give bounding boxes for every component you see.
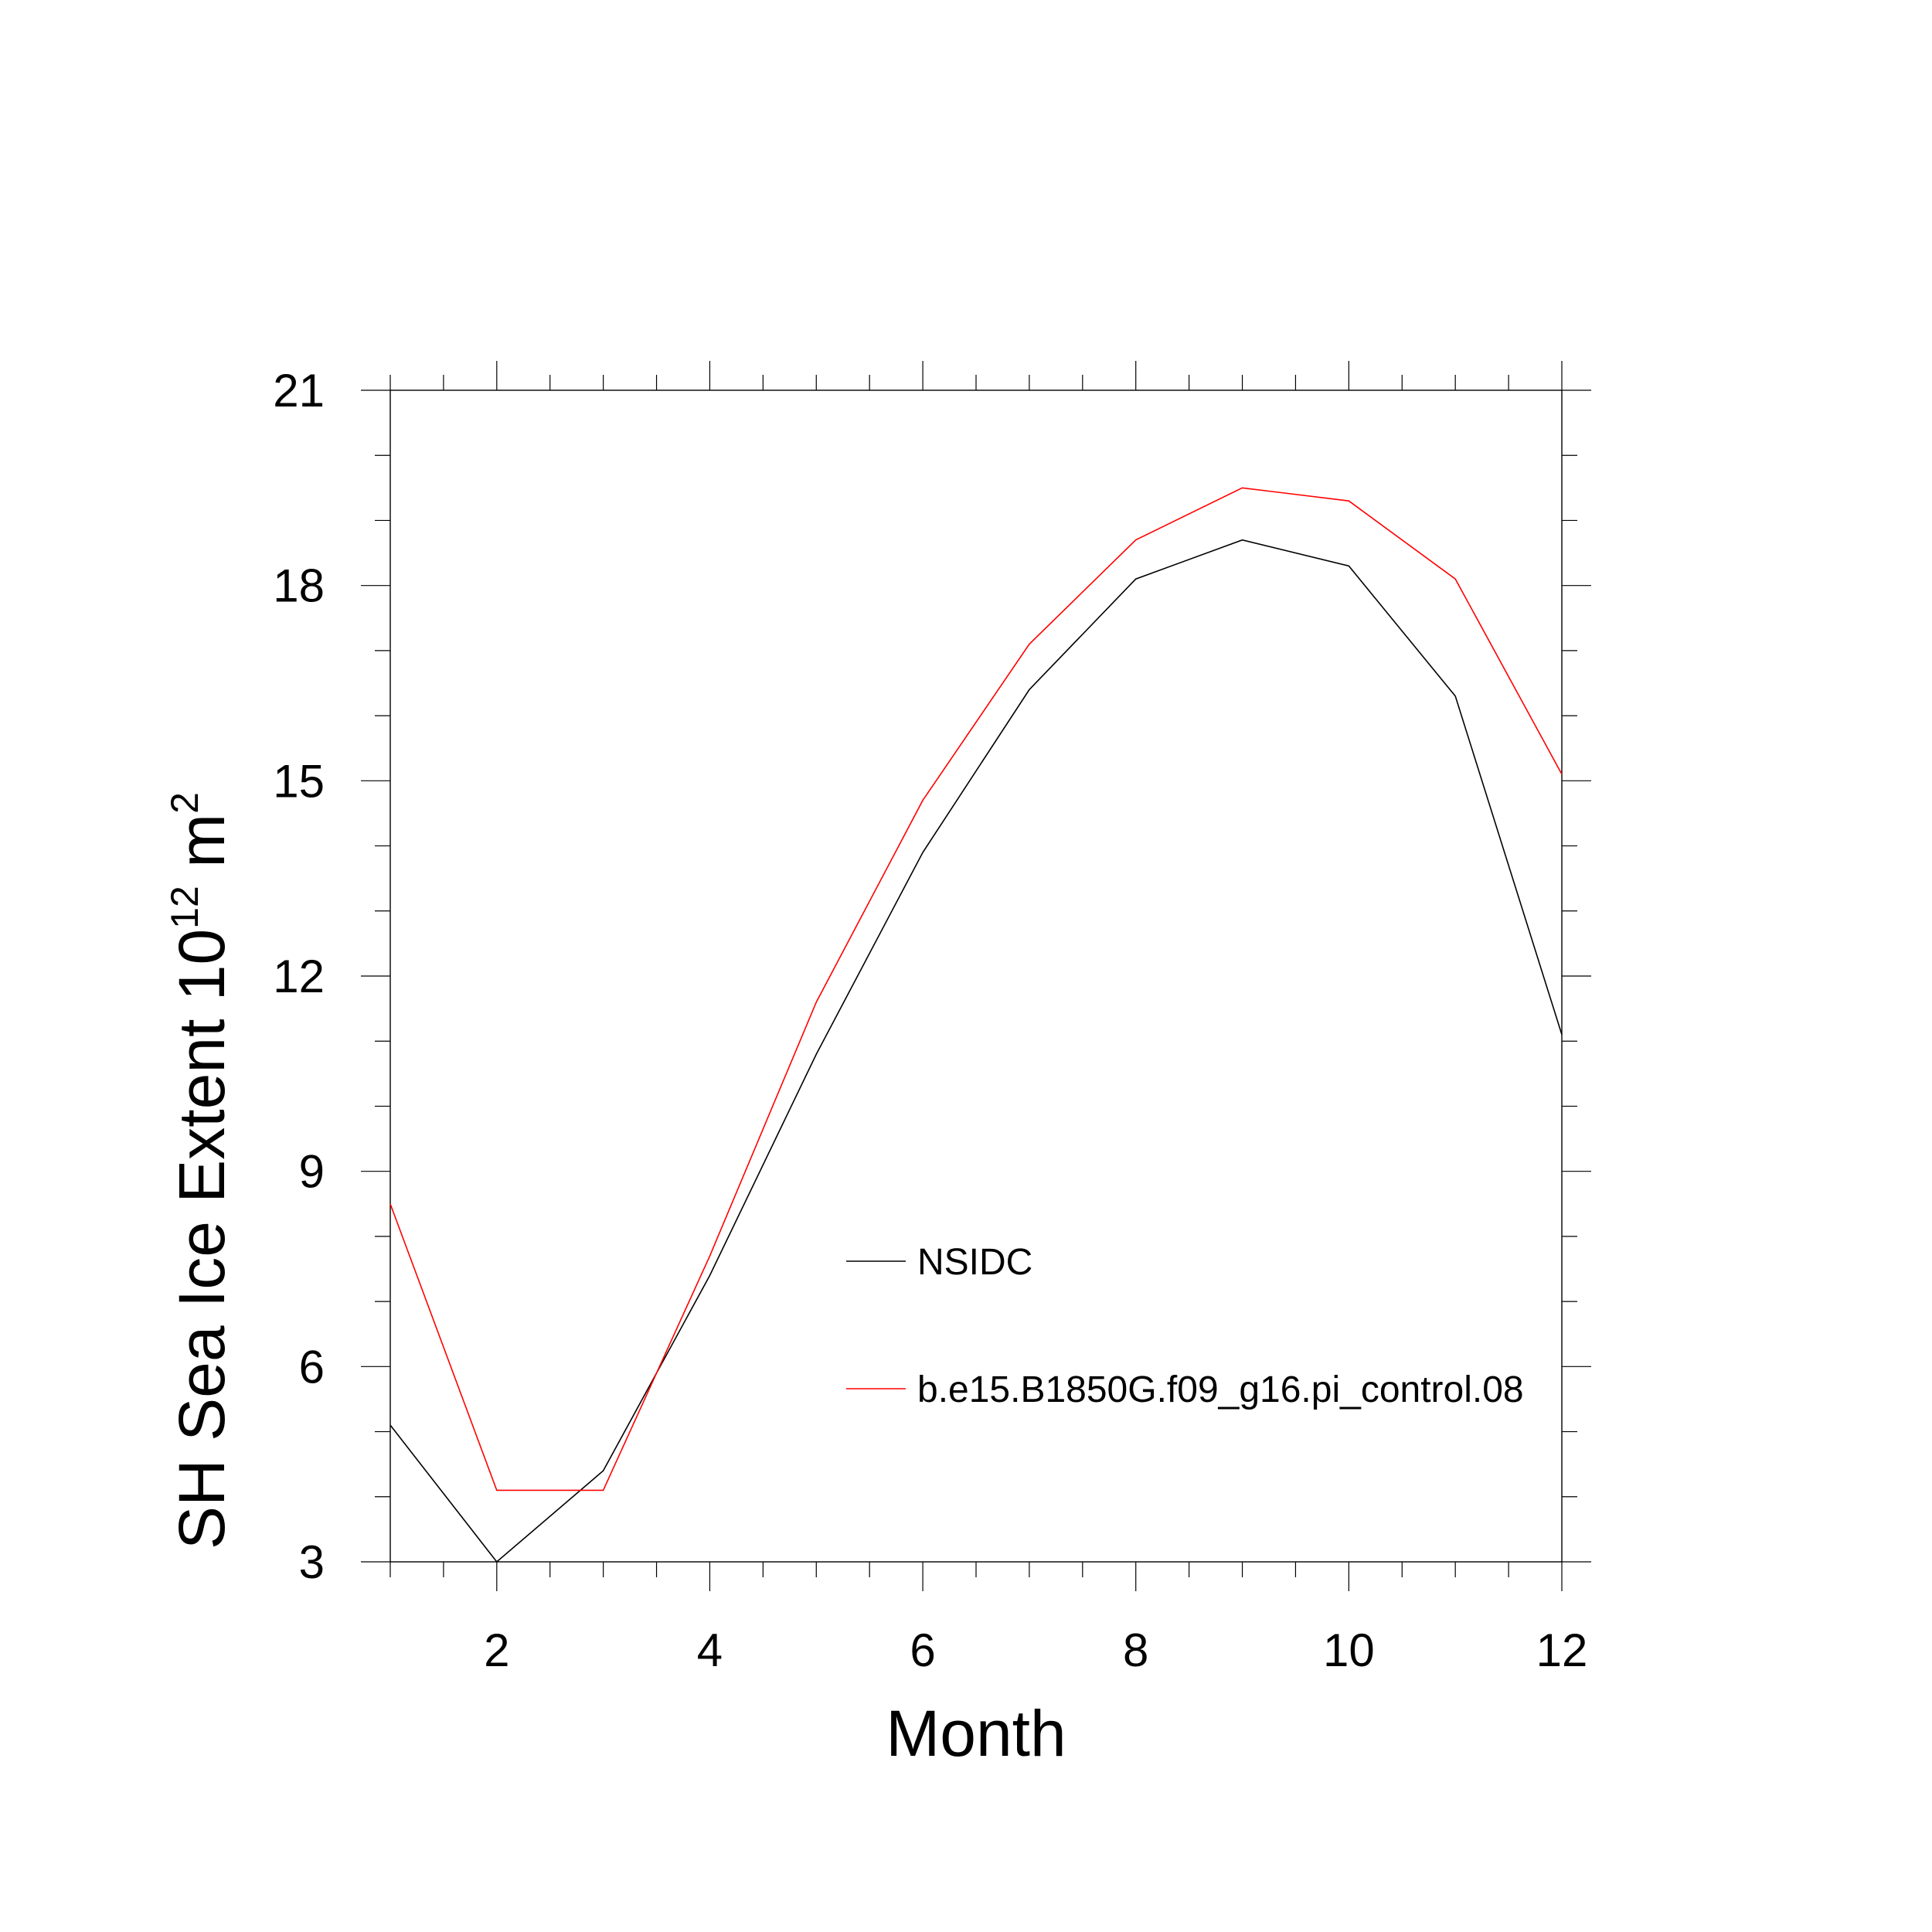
y-axis-label: SH Sea Ice Extent 1012 m2 — [163, 792, 238, 1549]
y-tick-label: 6 — [299, 1341, 325, 1393]
y-axis-label-main: SH Sea Ice Extent 10 — [165, 929, 238, 1549]
x-tick-label: 12 — [1536, 1624, 1588, 1676]
tick-labels: 2 4 6 8 10 12 3 6 9 12 15 18 21 — [273, 365, 1587, 1676]
y-tick-label: 3 — [299, 1536, 325, 1588]
x-tick-label: 8 — [1123, 1624, 1148, 1676]
y-tick-label: 12 — [273, 951, 325, 1002]
y-axis-label-unit-symbol: m — [165, 814, 238, 868]
y-tick-label: 18 — [273, 560, 325, 612]
tick-marks — [361, 361, 1591, 1591]
x-axis-label: Month — [886, 1697, 1066, 1770]
x-tick-label: 6 — [910, 1624, 935, 1676]
y-axis-label-unit — [165, 868, 238, 886]
y-tick-label: 21 — [273, 365, 325, 417]
y-tick-label: 15 — [273, 755, 325, 807]
x-tick-label: 10 — [1323, 1624, 1375, 1676]
series-lines — [389, 487, 1563, 1563]
y-tick-label: 9 — [299, 1146, 325, 1198]
series-line — [389, 487, 1563, 1492]
y-axis-label-exponent: 12 — [163, 886, 206, 929]
x-tick-label: 2 — [484, 1624, 509, 1676]
legend-label: b.e15.B1850G.f09_g16.pi_control.08 — [917, 1369, 1524, 1410]
x-tick-label: 4 — [697, 1624, 723, 1676]
legend: NSIDC b.e15.B1850G.f09_g16.pi_control.08 — [846, 1242, 1524, 1410]
legend-label: NSIDC — [917, 1242, 1032, 1283]
series-line — [389, 539, 1563, 1563]
y-axis-label-unit-exponent: 2 — [163, 792, 206, 814]
